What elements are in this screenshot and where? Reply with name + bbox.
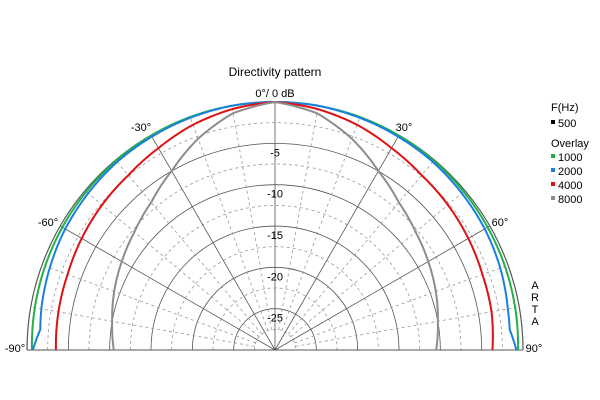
angle-tick-label: 90° bbox=[526, 343, 543, 355]
legend-overlay-entries: 1000 2000 4000 8000 bbox=[551, 152, 582, 206]
radial-tick-label: -10 bbox=[267, 189, 283, 201]
angle-tick-label: -60° bbox=[38, 217, 58, 229]
axis-labels: -90° -60° -30° 30° 60° 90° -5 -10 -15 -20 -25 bbox=[5, 122, 542, 355]
series-line-8000 bbox=[111, 101, 439, 351]
legend-swatch-8000 bbox=[551, 196, 555, 200]
grid-spoke bbox=[115, 159, 263, 335]
top-axis-label: 0°/ 0 dB bbox=[255, 88, 294, 100]
legend-entry-4000: 4000 bbox=[558, 180, 582, 192]
chart-title: Directivity pattern bbox=[229, 65, 322, 79]
legend-swatch-2000 bbox=[551, 168, 555, 172]
grid-spoke bbox=[60, 225, 276, 351]
grid-arc bbox=[129, 204, 421, 351]
grid-spoke bbox=[150, 135, 276, 351]
grid-spoke bbox=[231, 105, 272, 330]
brand-letter: T bbox=[532, 304, 539, 316]
grid-spoke bbox=[30, 306, 255, 347]
radial-tick-label: -25 bbox=[267, 313, 283, 325]
angle-tick-label: 30° bbox=[396, 122, 413, 134]
legend-swatch-500 bbox=[551, 120, 555, 124]
grid-spoke bbox=[189, 116, 269, 331]
legend-swatch-4000 bbox=[551, 182, 555, 186]
legend-swatch-1000 bbox=[551, 154, 555, 158]
grid-arc bbox=[88, 163, 462, 351]
legend-entry-1000: 1000 bbox=[558, 152, 582, 164]
grid-spoke bbox=[290, 190, 466, 338]
angle-tick-label: 60° bbox=[492, 217, 509, 229]
grid-spoke bbox=[274, 135, 400, 351]
brand-letter: R bbox=[531, 292, 539, 304]
radial-tick-label: -5 bbox=[270, 147, 280, 159]
grid-spoke bbox=[278, 105, 319, 330]
legend-entry-500: 500 bbox=[558, 118, 576, 130]
legend-title: F(Hz) bbox=[551, 102, 579, 114]
grid-spoke bbox=[84, 190, 260, 338]
series-curves bbox=[30, 101, 520, 351]
legend-entry-2000: 2000 bbox=[558, 166, 582, 178]
grid-spoke bbox=[281, 116, 361, 331]
radial-tick-label: -20 bbox=[267, 271, 283, 283]
grid-spoke bbox=[295, 306, 520, 347]
grid-spoke bbox=[41, 264, 256, 344]
brand-letter: A bbox=[531, 316, 539, 328]
brand-letter: A bbox=[531, 280, 539, 292]
angle-tick-label: -30° bbox=[131, 122, 151, 134]
radial-tick-label: -15 bbox=[267, 230, 283, 242]
legend-entry-8000: 8000 bbox=[558, 194, 582, 206]
angle-tick-label: -90° bbox=[5, 343, 25, 355]
legend: F(Hz) 500 Overlay 1000 2000 4000 8000 bbox=[551, 102, 589, 206]
legend-overlay-title: Overlay bbox=[551, 138, 589, 150]
grid-spoke bbox=[274, 225, 490, 351]
grid-spoke bbox=[294, 264, 509, 344]
grid-spoke bbox=[287, 159, 435, 335]
